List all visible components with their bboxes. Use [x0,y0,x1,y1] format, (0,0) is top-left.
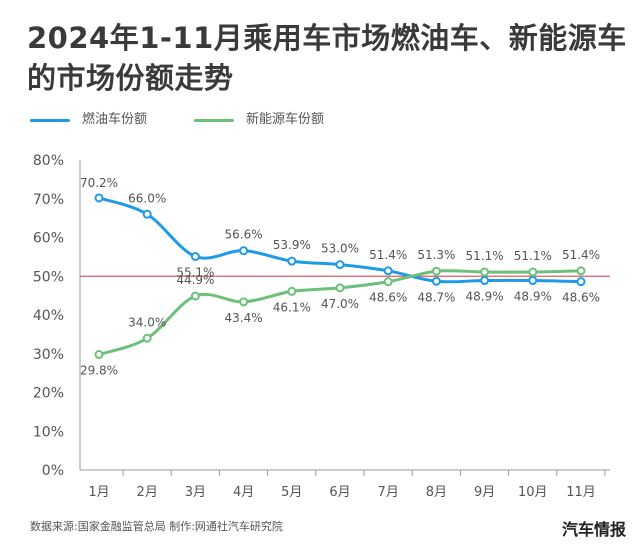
data-label: 48.7% [417,290,455,304]
data-point [576,266,586,276]
data-source-footer: 数据来源:国家金融监管总局 制作:网通社汽车研究院 [30,520,283,533]
data-point [239,246,249,256]
y-tick-label: 0% [42,463,64,479]
data-point [480,267,490,277]
data-point [287,256,297,266]
x-tick-label: 3月 [185,485,206,500]
data-label: 55.1% [176,265,214,279]
data-point [94,350,104,360]
data-point [239,297,249,307]
x-tick-label: 6月 [329,485,350,500]
data-point [431,276,441,286]
y-tick-label: 60% [33,231,64,247]
x-tick-label: 1月 [88,485,109,500]
data-label: 51.1% [466,249,504,263]
x-tick-label: 9月 [474,485,495,500]
data-point [528,276,538,286]
data-point [287,286,297,296]
data-point [480,276,490,286]
data-point [528,267,538,277]
data-label: 48.9% [466,290,504,304]
data-label: 66.0% [128,191,166,205]
data-label: 51.3% [417,248,455,262]
data-label: 29.8% [80,364,118,378]
data-point [142,209,152,219]
data-label: 53.0% [321,242,359,256]
legend-label-fuel: 燃油车份额 [82,112,148,127]
legend-label-nev: 新能源车份额 [246,112,325,127]
data-point [383,266,393,276]
data-label: 48.9% [514,290,552,304]
x-tick-label: 7月 [378,485,399,500]
y-tick-label: 80% [33,153,64,169]
series-line-0 [97,196,583,284]
data-label: 46.1% [273,300,311,314]
x-tick-label: 2月 [137,485,158,500]
data-point [335,283,345,293]
y-tick-label: 70% [33,192,64,208]
data-point [190,291,200,301]
y-tick-label: 10% [33,424,64,440]
data-label: 51.4% [562,248,600,262]
data-label: 56.6% [225,228,263,242]
data-point [383,277,393,287]
data-label: 47.0% [321,297,359,311]
data-point [576,277,586,287]
y-tick-label: 50% [33,269,64,285]
chart-title: 2024年1-11月乘用车市场燃油车、新能源车的市场份额走势 [27,21,627,95]
data-label: 51.4% [369,248,407,262]
data-label: 48.6% [369,291,407,305]
data-label: 48.6% [562,291,600,305]
data-label: 43.4% [225,311,263,325]
series-line-1 [97,269,583,357]
data-point [431,266,441,276]
x-tick-label: 11月 [566,485,596,500]
watermark: 汽车情报 [561,520,626,539]
y-tick-label: 40% [33,308,64,324]
y-tick-label: 20% [33,386,64,402]
data-label: 70.2% [80,176,118,190]
x-tick-label: 4月 [233,485,254,500]
data-label: 53.9% [273,238,311,252]
data-label: 44.9% [176,273,214,287]
data-label: 51.1% [514,249,552,263]
data-point [335,260,345,270]
x-tick-label: 8月 [426,485,447,500]
data-point [142,333,152,343]
data-point [94,193,104,203]
data-label: 34.0% [128,315,166,329]
x-tick-label: 10月 [518,485,548,500]
legend-swatch-fuel [30,119,70,122]
legend-swatch-nev [194,119,234,122]
x-tick-label: 5月 [281,485,302,500]
y-tick-label: 30% [33,347,64,363]
data-point [190,251,200,261]
